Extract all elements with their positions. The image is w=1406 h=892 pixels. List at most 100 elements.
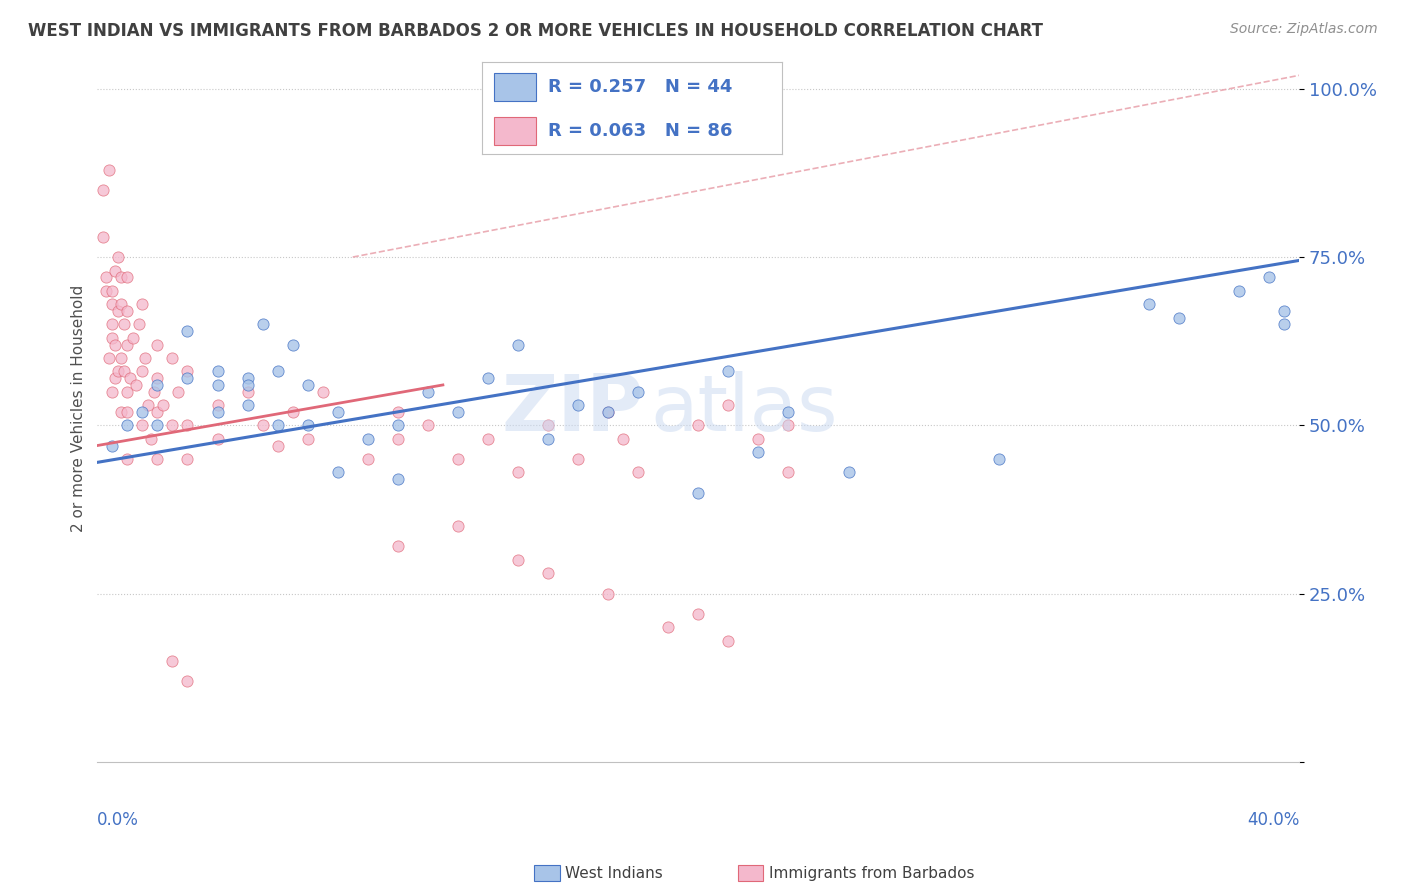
Text: West Indians: West Indians xyxy=(565,866,664,880)
Point xyxy=(207,364,229,378)
Point xyxy=(416,384,439,399)
Point xyxy=(297,418,319,433)
Point xyxy=(131,405,153,419)
Point xyxy=(627,466,650,480)
Point xyxy=(688,485,710,500)
Point xyxy=(447,519,470,533)
Point xyxy=(357,432,380,446)
Point xyxy=(122,331,145,345)
Point xyxy=(537,566,560,581)
Point xyxy=(416,418,439,433)
Point xyxy=(110,351,132,365)
Point xyxy=(357,452,380,467)
Point xyxy=(1137,297,1160,311)
Point xyxy=(627,384,650,399)
Point xyxy=(101,331,124,345)
Point xyxy=(162,418,184,433)
Point xyxy=(447,405,470,419)
Point xyxy=(110,405,132,419)
Point xyxy=(266,418,288,433)
Point xyxy=(567,452,589,467)
Point xyxy=(598,405,620,419)
Point xyxy=(104,337,127,351)
Point xyxy=(125,378,148,392)
Point xyxy=(176,674,198,689)
Point xyxy=(112,364,135,378)
Point xyxy=(1227,284,1250,298)
Point xyxy=(101,384,124,399)
Point xyxy=(266,364,288,378)
Point xyxy=(387,418,409,433)
Point xyxy=(598,405,620,419)
Point xyxy=(657,620,679,634)
Point xyxy=(387,540,409,554)
Point xyxy=(477,371,499,385)
Text: ZIP: ZIP xyxy=(502,370,644,447)
Point xyxy=(747,432,769,446)
Point xyxy=(93,230,115,244)
Point xyxy=(107,364,129,378)
Point xyxy=(162,654,184,668)
Point xyxy=(281,337,304,351)
Point xyxy=(717,633,740,648)
Point xyxy=(167,384,190,399)
Point xyxy=(176,452,198,467)
Point xyxy=(207,405,229,419)
Point xyxy=(162,351,184,365)
Point xyxy=(143,384,166,399)
Point xyxy=(312,384,335,399)
Point xyxy=(837,466,859,480)
Point xyxy=(104,371,127,385)
Point xyxy=(207,378,229,392)
Text: Immigrants from Barbados: Immigrants from Barbados xyxy=(769,866,974,880)
Point xyxy=(987,452,1010,467)
Point xyxy=(146,418,169,433)
Point xyxy=(252,418,274,433)
Point xyxy=(236,384,259,399)
Point xyxy=(112,318,135,332)
Point xyxy=(778,418,800,433)
Point xyxy=(207,398,229,412)
Point xyxy=(101,438,124,452)
Point xyxy=(146,378,169,392)
Text: 40.0%: 40.0% xyxy=(1247,812,1299,830)
Point xyxy=(117,304,139,318)
Y-axis label: 2 or more Vehicles in Household: 2 or more Vehicles in Household xyxy=(72,285,86,533)
Text: atlas: atlas xyxy=(650,370,838,447)
Point xyxy=(1258,270,1281,285)
Point xyxy=(612,432,634,446)
Point xyxy=(537,418,560,433)
Point xyxy=(747,445,769,459)
Point xyxy=(778,466,800,480)
Point xyxy=(96,284,118,298)
Point xyxy=(134,351,156,365)
Point xyxy=(138,398,160,412)
Point xyxy=(506,337,529,351)
Point xyxy=(717,398,740,412)
Point xyxy=(326,405,349,419)
Point xyxy=(506,553,529,567)
Point xyxy=(131,297,153,311)
Point xyxy=(146,371,169,385)
Point xyxy=(131,364,153,378)
Text: WEST INDIAN VS IMMIGRANTS FROM BARBADOS 2 OR MORE VEHICLES IN HOUSEHOLD CORRELAT: WEST INDIAN VS IMMIGRANTS FROM BARBADOS … xyxy=(28,22,1043,40)
Point xyxy=(96,270,118,285)
Point xyxy=(110,270,132,285)
Point xyxy=(98,162,121,177)
Point xyxy=(176,324,198,338)
Point xyxy=(107,304,129,318)
Text: Source: ZipAtlas.com: Source: ZipAtlas.com xyxy=(1230,22,1378,37)
Point xyxy=(236,378,259,392)
Point xyxy=(104,263,127,277)
Point xyxy=(387,472,409,486)
Point xyxy=(688,607,710,621)
Point xyxy=(146,452,169,467)
Point xyxy=(387,432,409,446)
Point xyxy=(117,270,139,285)
Point xyxy=(717,364,740,378)
Point xyxy=(236,398,259,412)
Point xyxy=(778,405,800,419)
Point xyxy=(1168,310,1191,325)
Point xyxy=(117,405,139,419)
Point xyxy=(110,297,132,311)
